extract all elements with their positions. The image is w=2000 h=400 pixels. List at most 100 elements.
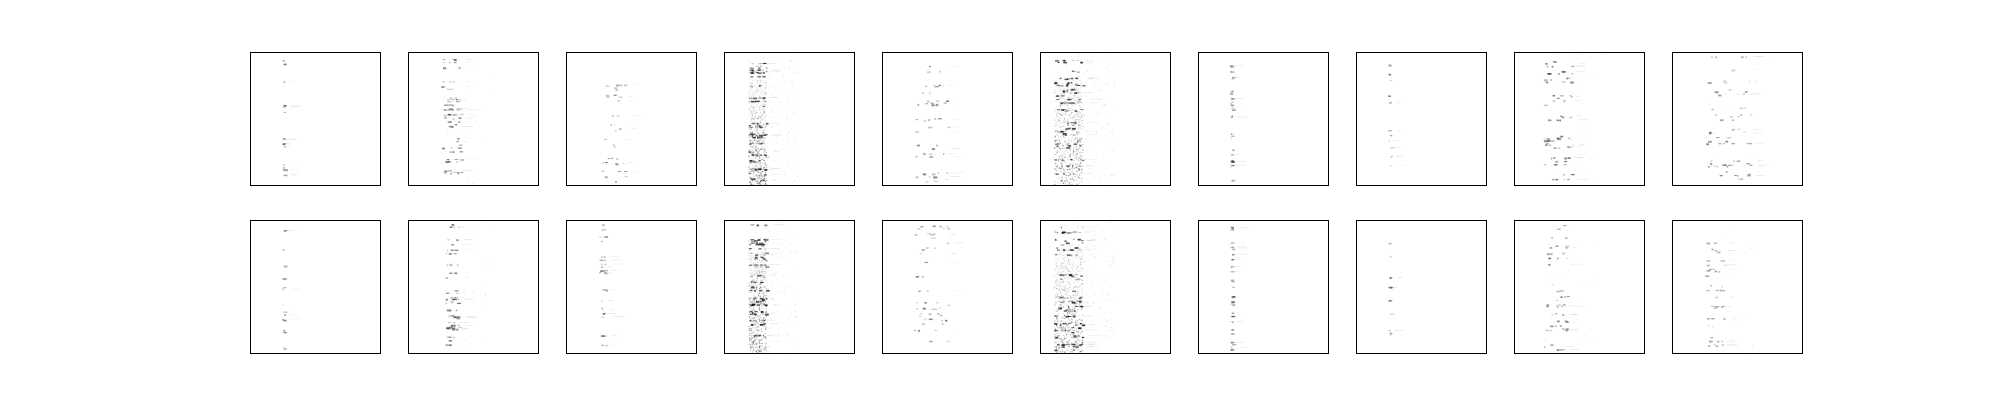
column-speck xyxy=(1068,250,1070,252)
column-speck xyxy=(760,322,762,324)
column-speck xyxy=(756,153,758,155)
activation-mark xyxy=(1074,88,1077,90)
column-speck xyxy=(762,258,764,260)
noise-speck xyxy=(455,128,457,130)
activation-mark xyxy=(453,113,455,116)
activation-mark xyxy=(749,313,753,315)
noise-speck xyxy=(1553,169,1555,171)
column-speck xyxy=(757,314,759,316)
activation-tail xyxy=(460,226,465,228)
noise-speck xyxy=(1113,110,1115,112)
column-speck xyxy=(752,337,754,339)
column-speck xyxy=(1058,338,1060,340)
column-speck xyxy=(1072,165,1074,167)
noise-speck xyxy=(1108,265,1110,267)
noise-speck xyxy=(1086,277,1088,279)
noise-speck xyxy=(768,123,770,125)
noise-speck xyxy=(1056,266,1058,268)
column-speck xyxy=(752,324,754,326)
column-speck xyxy=(750,82,752,84)
activation-tail xyxy=(1083,61,1086,63)
column-speck xyxy=(1068,156,1070,158)
column-speck xyxy=(1060,101,1062,103)
noise-speck xyxy=(490,90,492,92)
column-speck xyxy=(1069,155,1071,157)
column-speck xyxy=(1056,151,1058,153)
column-speck xyxy=(761,87,763,89)
activation-mark xyxy=(455,99,459,101)
column-speck xyxy=(752,286,754,288)
column-speck xyxy=(1081,138,1083,139)
activation-mark xyxy=(1570,81,1574,84)
column-speck xyxy=(1056,310,1058,312)
column-speck xyxy=(758,284,760,286)
column-speck xyxy=(1080,283,1082,285)
column-speck xyxy=(1079,82,1081,84)
column-speck xyxy=(762,338,764,340)
column-speck xyxy=(1063,306,1065,308)
noise-speck xyxy=(1067,270,1069,272)
noise-speck xyxy=(1094,110,1096,112)
column-speck xyxy=(1058,312,1060,314)
column-speck xyxy=(1065,93,1067,95)
activation-tail xyxy=(766,303,770,305)
column-speck xyxy=(1066,293,1068,295)
column-speck xyxy=(1069,300,1071,302)
column-speck xyxy=(757,265,759,267)
activation-tail xyxy=(954,290,962,292)
noise-speck xyxy=(787,352,789,353)
column-speck xyxy=(1061,300,1063,302)
column-speck xyxy=(1077,267,1079,268)
column-speck xyxy=(758,109,760,111)
activation-mark xyxy=(283,347,285,349)
column-speck xyxy=(756,301,758,303)
column-speck xyxy=(1063,265,1065,267)
activation-mark xyxy=(750,159,753,162)
noise-speck xyxy=(473,58,474,60)
activation-mark xyxy=(1561,81,1565,83)
column-speck xyxy=(1072,119,1074,121)
activation-mark xyxy=(1081,336,1085,339)
column-speck xyxy=(1054,333,1056,335)
activation-mark xyxy=(763,159,765,161)
column-speck xyxy=(1074,114,1076,116)
column-speck xyxy=(749,180,751,182)
column-speck xyxy=(754,160,756,162)
column-speck xyxy=(753,312,755,314)
activation-mark xyxy=(1715,166,1719,168)
column-speck xyxy=(761,99,763,101)
activation-mark xyxy=(449,173,452,175)
column-speck xyxy=(1078,122,1080,124)
noise-speck xyxy=(751,319,753,321)
column-speck xyxy=(1058,159,1060,161)
column-speck xyxy=(1076,113,1078,115)
noise-speck xyxy=(769,345,771,347)
column-speck xyxy=(765,248,767,249)
column-speck xyxy=(1062,122,1064,124)
noise-speck xyxy=(773,116,775,118)
activation-mark xyxy=(1080,145,1082,147)
column-speck xyxy=(758,271,760,273)
noise-speck xyxy=(782,109,784,111)
column-speck xyxy=(750,258,752,260)
column-speck xyxy=(1063,136,1065,138)
column-speck xyxy=(759,113,761,115)
activation-mark xyxy=(1063,61,1067,64)
activation-mark xyxy=(1231,65,1234,67)
column-speck xyxy=(1075,300,1077,302)
column-speck xyxy=(763,170,765,172)
activation-mark xyxy=(931,173,936,176)
column-speck xyxy=(750,163,752,165)
column-speck xyxy=(1060,157,1062,159)
noise-speck xyxy=(790,251,792,253)
activation-mark xyxy=(283,81,286,84)
column-speck xyxy=(748,328,750,330)
activation-tail xyxy=(1089,238,1096,240)
column-speck xyxy=(748,113,750,115)
column-speck xyxy=(1065,267,1067,269)
column-speck xyxy=(1080,86,1082,88)
noise-speck xyxy=(794,180,796,182)
activation-tail xyxy=(630,128,637,130)
activation-mark xyxy=(449,253,453,255)
column-speck xyxy=(754,274,756,276)
